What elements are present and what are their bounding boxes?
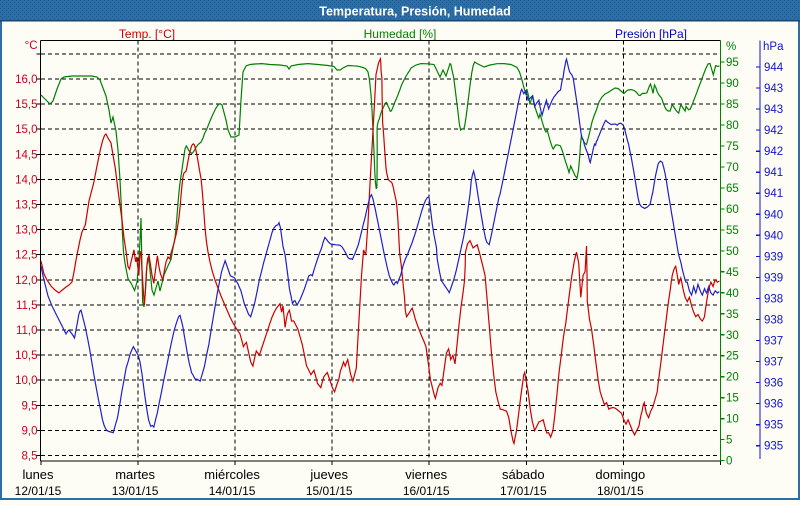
svg-text:938: 938 bbox=[764, 315, 783, 327]
svg-text:8,5: 8,5 bbox=[22, 451, 38, 463]
svg-text:939: 939 bbox=[764, 251, 783, 263]
svg-text:12/01/15: 12/01/15 bbox=[15, 484, 62, 498]
svg-text:13,5: 13,5 bbox=[15, 200, 37, 212]
svg-text:11,0: 11,0 bbox=[16, 325, 38, 337]
svg-text:sábado: sábado bbox=[502, 467, 545, 482]
svg-text:60: 60 bbox=[726, 204, 739, 216]
svg-text:10,5: 10,5 bbox=[15, 350, 37, 362]
svg-text:40: 40 bbox=[726, 288, 739, 300]
svg-text:939: 939 bbox=[764, 272, 783, 284]
svg-text:10,0: 10,0 bbox=[15, 375, 37, 387]
svg-text:12,5: 12,5 bbox=[15, 250, 37, 262]
svg-text:Humedad [%]: Humedad [%] bbox=[364, 27, 437, 41]
svg-text:938: 938 bbox=[764, 293, 783, 305]
svg-text:14/01/15: 14/01/15 bbox=[209, 484, 256, 498]
svg-text:Presión [hPa]: Presión [hPa] bbox=[615, 27, 687, 41]
svg-text:25: 25 bbox=[726, 351, 739, 363]
svg-text:940: 940 bbox=[764, 209, 783, 221]
svg-text:0: 0 bbox=[726, 456, 732, 468]
svg-text:90: 90 bbox=[726, 78, 739, 90]
svg-text:940: 940 bbox=[764, 230, 783, 242]
svg-text:943: 943 bbox=[764, 83, 783, 95]
svg-text:15/01/15: 15/01/15 bbox=[306, 484, 353, 498]
svg-text:°C: °C bbox=[25, 40, 38, 52]
svg-text:50: 50 bbox=[726, 246, 739, 258]
svg-text:942: 942 bbox=[764, 146, 783, 158]
svg-text:75: 75 bbox=[726, 141, 739, 153]
svg-text:15: 15 bbox=[726, 393, 739, 405]
svg-text:45: 45 bbox=[726, 267, 739, 279]
svg-text:10: 10 bbox=[726, 414, 739, 426]
svg-text:936: 936 bbox=[764, 378, 783, 390]
svg-text:30: 30 bbox=[726, 330, 739, 342]
svg-text:70: 70 bbox=[726, 162, 739, 174]
svg-text:%: % bbox=[726, 41, 736, 53]
svg-text:35: 35 bbox=[726, 309, 739, 321]
svg-text:9,5: 9,5 bbox=[22, 400, 38, 412]
svg-text:935: 935 bbox=[764, 420, 783, 432]
svg-text:17/01/15: 17/01/15 bbox=[500, 484, 547, 498]
svg-text:944: 944 bbox=[764, 62, 784, 74]
svg-text:15,5: 15,5 bbox=[15, 99, 37, 111]
svg-text:15,0: 15,0 bbox=[15, 124, 37, 136]
svg-text:941: 941 bbox=[764, 188, 783, 200]
svg-text:95: 95 bbox=[726, 57, 739, 69]
svg-text:935: 935 bbox=[764, 441, 783, 453]
svg-text:14,5: 14,5 bbox=[15, 149, 37, 161]
svg-text:14,0: 14,0 bbox=[15, 174, 37, 186]
svg-text:937: 937 bbox=[764, 336, 783, 348]
svg-text:viernes: viernes bbox=[405, 467, 447, 482]
svg-text:941: 941 bbox=[764, 167, 783, 179]
svg-text:9,0: 9,0 bbox=[22, 425, 38, 437]
svg-text:miércoles: miércoles bbox=[204, 467, 260, 482]
svg-text:65: 65 bbox=[726, 183, 739, 195]
svg-text:jueves: jueves bbox=[309, 467, 348, 482]
svg-text:12,0: 12,0 bbox=[15, 275, 37, 287]
svg-text:80: 80 bbox=[726, 120, 739, 132]
svg-text:Temperatura, Presión, Humedad: Temperatura, Presión, Humedad bbox=[319, 5, 511, 19]
svg-text:20: 20 bbox=[726, 372, 739, 384]
svg-text:16,0: 16,0 bbox=[15, 74, 37, 86]
svg-text:5: 5 bbox=[726, 435, 732, 447]
svg-text:Temp. [°C]: Temp. [°C] bbox=[119, 27, 175, 41]
svg-text:942: 942 bbox=[764, 125, 783, 137]
svg-text:936: 936 bbox=[764, 399, 783, 411]
svg-text:hPa: hPa bbox=[763, 41, 784, 53]
svg-text:martes: martes bbox=[115, 467, 155, 482]
svg-text:11,5: 11,5 bbox=[16, 300, 38, 312]
svg-text:13/01/15: 13/01/15 bbox=[112, 484, 159, 498]
svg-text:18/01/15: 18/01/15 bbox=[597, 484, 644, 498]
svg-text:domingo: domingo bbox=[595, 467, 645, 482]
svg-text:943: 943 bbox=[764, 104, 783, 116]
svg-text:85: 85 bbox=[726, 99, 739, 111]
svg-text:13,0: 13,0 bbox=[15, 225, 37, 237]
svg-text:55: 55 bbox=[726, 225, 739, 237]
svg-text:16/01/15: 16/01/15 bbox=[403, 484, 450, 498]
svg-text:lunes: lunes bbox=[22, 467, 54, 482]
svg-text:937: 937 bbox=[764, 357, 783, 369]
